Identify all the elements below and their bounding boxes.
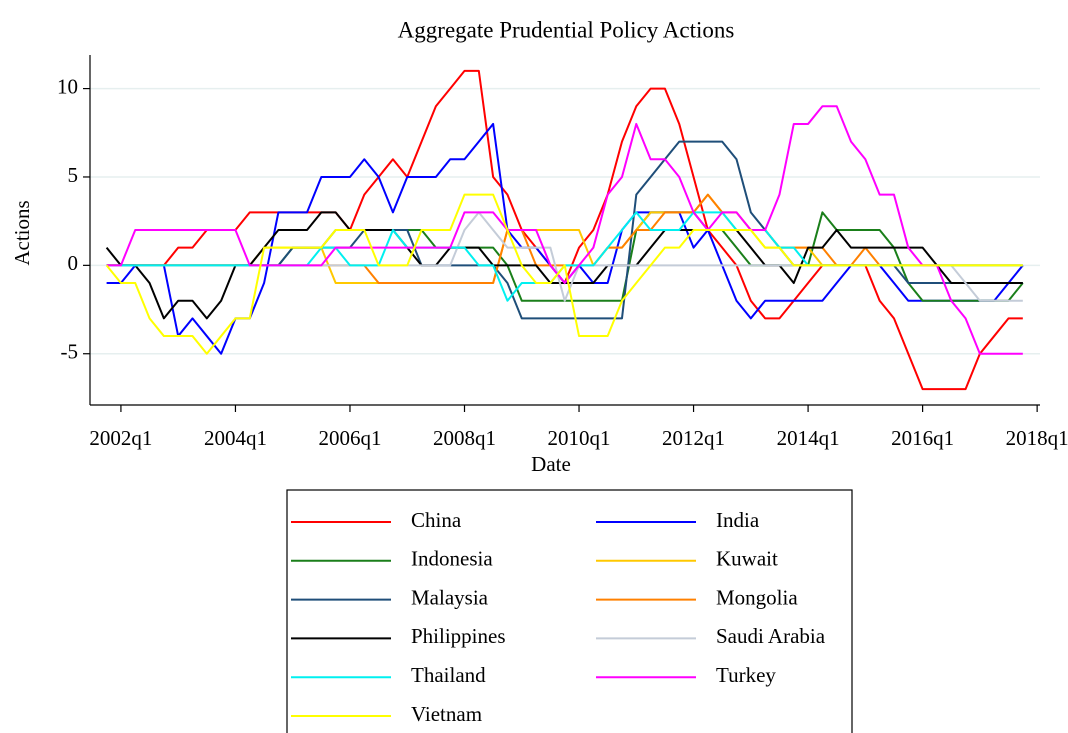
legend-label: Turkey: [716, 663, 776, 687]
y-tick-label: 0: [68, 251, 79, 275]
legend-label: India: [716, 508, 760, 532]
series-line: [106, 105, 1023, 355]
legend-box: [286, 489, 853, 733]
x-tick-label: 2010q1: [548, 426, 611, 450]
x-tick-label: 2018q1: [1006, 426, 1068, 450]
legend-label: Thailand: [411, 663, 486, 687]
x-tick-label: 2002q1: [89, 426, 152, 450]
legend-label: Kuwait: [716, 547, 778, 571]
legend-label: China: [411, 508, 462, 532]
y-tick-label: 10: [57, 74, 78, 98]
x-axis-label: Date: [531, 452, 571, 476]
legend-label: Malaysia: [411, 585, 489, 609]
legend-label: Indonesia: [411, 547, 493, 571]
y-tick-label: 5: [68, 163, 79, 187]
x-tick-label: 2008q1: [433, 426, 496, 450]
chart-title: Aggregate Prudential Policy Actions: [398, 17, 735, 42]
legend-label: Vietnam: [411, 702, 482, 726]
x-tick-label: 2014q1: [777, 426, 840, 450]
x-tick-label: 2012q1: [662, 426, 725, 450]
series-line: [105, 193, 1023, 355]
y-axis-label: Actions: [10, 200, 34, 265]
legend-label: Mongolia: [716, 585, 798, 609]
x-tick-label: 2006q1: [318, 426, 381, 450]
x-tick-label: 2016q1: [891, 426, 954, 450]
legend-label: Philippines: [411, 624, 506, 648]
legend-label: Saudi Arabia: [716, 624, 826, 648]
y-tick-label: -5: [61, 340, 79, 364]
x-tick-label: 2004q1: [204, 426, 267, 450]
